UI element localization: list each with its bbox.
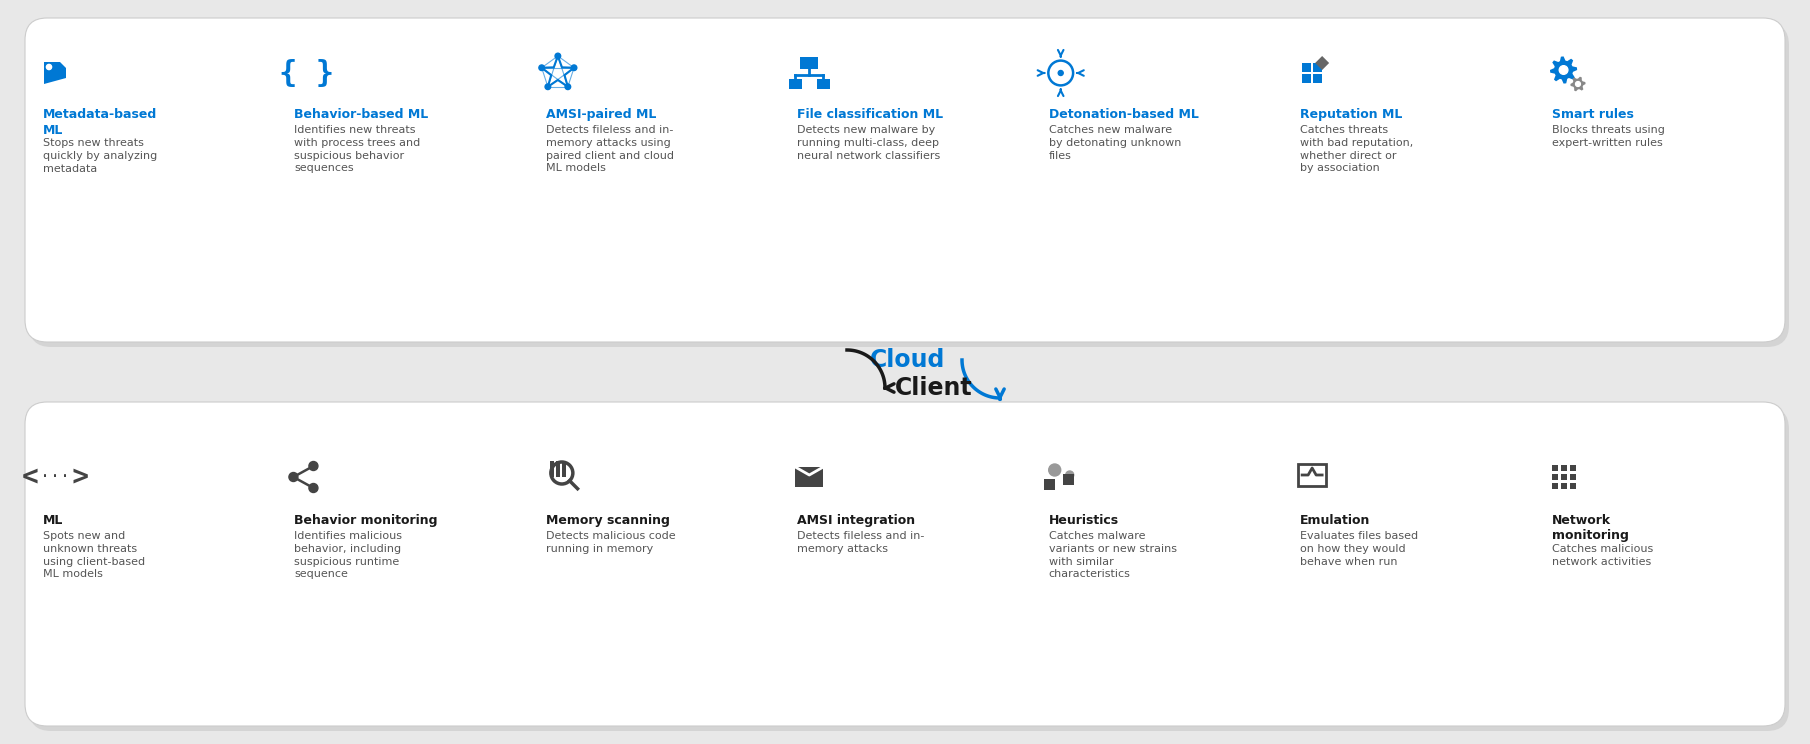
Text: File classification ML: File classification ML	[796, 108, 943, 121]
Bar	[561, 461, 567, 477]
Bar	[1301, 74, 1310, 83]
Circle shape	[1575, 82, 1580, 86]
Bar	[550, 461, 554, 477]
Polygon shape	[43, 62, 65, 84]
Bar	[1569, 474, 1575, 480]
Polygon shape	[1316, 56, 1329, 70]
Text: Reputation ML: Reputation ML	[1300, 108, 1403, 121]
Bar	[816, 79, 829, 89]
Circle shape	[539, 65, 545, 71]
Text: Emulation: Emulation	[1300, 514, 1370, 527]
Text: Spots new and
unknown threats
using client-based
ML models: Spots new and unknown threats using clie…	[43, 531, 145, 580]
Bar	[1569, 465, 1575, 471]
Circle shape	[310, 484, 319, 493]
Text: Detects fileless and in-
memory attacks using
paired client and cloud
ML models: Detects fileless and in- memory attacks …	[547, 125, 673, 173]
Text: Evaluates files based
on how they would
behave when run: Evaluates files based on how they would …	[1300, 531, 1419, 567]
Text: Catches threats
with bad reputation,
whether direct or
by association: Catches threats with bad reputation, whe…	[1300, 125, 1414, 173]
Circle shape	[545, 84, 550, 89]
FancyBboxPatch shape	[25, 18, 1785, 342]
Bar	[1560, 474, 1567, 480]
Bar	[795, 467, 824, 487]
Text: ML: ML	[43, 514, 63, 527]
Circle shape	[565, 84, 570, 89]
Bar	[1560, 483, 1567, 489]
Text: Catches malware
variants or new strains
with similar
characteristics: Catches malware variants or new strains …	[1048, 531, 1176, 580]
Text: Smart rules: Smart rules	[1551, 108, 1633, 121]
Bar	[1062, 474, 1073, 485]
Polygon shape	[1549, 57, 1577, 83]
Bar	[789, 79, 802, 89]
Bar	[1551, 474, 1558, 480]
Text: Identifies new threats
with process trees and
suspicious behavior
sequences: Identifies new threats with process tree…	[295, 125, 420, 173]
Text: Network
monitoring: Network monitoring	[1551, 514, 1629, 542]
Text: Detects fileless and in-
memory attacks: Detects fileless and in- memory attacks	[796, 531, 925, 554]
Circle shape	[290, 472, 299, 481]
Text: Detonation-based ML: Detonation-based ML	[1048, 108, 1198, 121]
Text: Stops new threats
quickly by analyzing
metadata: Stops new threats quickly by analyzing m…	[43, 138, 157, 173]
FancyBboxPatch shape	[29, 407, 1788, 731]
Text: Catches malicious
network activities: Catches malicious network activities	[1551, 544, 1653, 567]
Circle shape	[1059, 71, 1062, 75]
Bar	[1560, 465, 1567, 471]
Text: { }: { }	[279, 59, 335, 88]
Circle shape	[572, 65, 577, 71]
Bar	[1298, 464, 1327, 486]
Bar	[1569, 483, 1575, 489]
Text: Heuristics: Heuristics	[1048, 514, 1119, 527]
Text: Memory scanning: Memory scanning	[547, 514, 670, 527]
Text: Metadata-based
ML: Metadata-based ML	[43, 108, 157, 136]
Text: AMSI-paired ML: AMSI-paired ML	[547, 108, 657, 121]
Circle shape	[1048, 464, 1061, 476]
Circle shape	[47, 65, 52, 70]
Bar	[800, 57, 818, 69]
Circle shape	[556, 54, 561, 59]
Text: AMSI integration: AMSI integration	[796, 514, 916, 527]
Polygon shape	[1571, 77, 1586, 92]
Bar	[1312, 74, 1321, 83]
Text: Catches new malware
by detonating unknown
files: Catches new malware by detonating unknow…	[1048, 125, 1182, 161]
Bar	[1301, 63, 1310, 72]
Text: Cloud: Cloud	[871, 348, 945, 372]
Text: Blocks threats using
expert-written rules: Blocks threats using expert-written rule…	[1551, 125, 1665, 148]
Bar	[1312, 63, 1321, 72]
Circle shape	[310, 461, 319, 470]
Bar	[1044, 479, 1055, 490]
Text: Behavior-based ML: Behavior-based ML	[295, 108, 429, 121]
Bar	[1551, 465, 1558, 471]
Text: Behavior monitoring: Behavior monitoring	[295, 514, 438, 527]
Circle shape	[1066, 471, 1073, 479]
Text: Detects malicious code
running in memory: Detects malicious code running in memory	[547, 531, 675, 554]
Text: Client: Client	[894, 376, 972, 400]
Text: Detects new malware by
running multi-class, deep
neural network classifiers: Detects new malware by running multi-cla…	[796, 125, 941, 161]
Bar	[556, 461, 559, 477]
Text: ···: ···	[40, 468, 71, 486]
FancyBboxPatch shape	[25, 402, 1785, 726]
Text: <  >: < >	[22, 463, 89, 491]
Text: Identifies malicious
behavior, including
suspicious runtime
sequence: Identifies malicious behavior, including…	[295, 531, 402, 580]
Bar	[1551, 483, 1558, 489]
FancyBboxPatch shape	[29, 23, 1788, 347]
Circle shape	[1558, 65, 1567, 74]
